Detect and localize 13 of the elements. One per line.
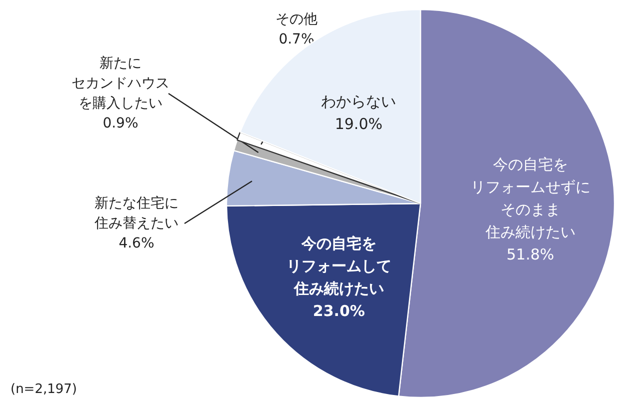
slice-label: 今の自宅をリフォームして住み続けたい xyxy=(286,234,392,298)
text: (n=2,197) xyxy=(10,382,77,397)
slice-label: 新たにセカンドハウスを購入したい xyxy=(72,56,170,112)
data-label: 23.0% xyxy=(312,302,365,320)
data-label: 51.8% xyxy=(506,246,554,264)
data-label: 0.9% xyxy=(102,116,138,132)
slice-label: わからない xyxy=(321,92,396,110)
slice-label: 今の自宅をリフォームせずにそのまま住み続けたい xyxy=(470,156,590,242)
slice-label: 新たな住宅に住み替えたい xyxy=(94,196,178,232)
data-label: 0.7% xyxy=(278,32,314,48)
data-label: 19.0% xyxy=(334,114,382,133)
slice-label: その他 xyxy=(276,12,318,28)
data-label: 4.6% xyxy=(118,236,154,252)
